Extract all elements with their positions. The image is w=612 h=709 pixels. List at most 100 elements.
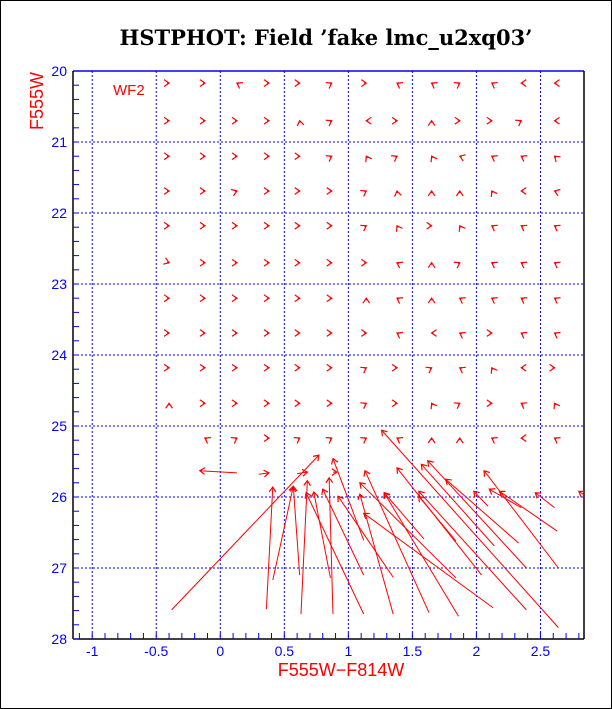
y-tick-label: 24 — [51, 347, 67, 363]
arrow-head — [326, 187, 333, 195]
arrow-head — [199, 363, 206, 372]
arrow-head — [294, 399, 301, 408]
arrow-head — [325, 119, 333, 127]
arrow-head — [199, 329, 206, 337]
arrow-head — [427, 297, 436, 304]
arrow-head — [263, 258, 271, 267]
arrow-head — [294, 221, 301, 230]
arrow-head — [553, 79, 560, 87]
arrow-head — [163, 257, 171, 265]
displacement-arrow — [499, 490, 558, 532]
arrow-head — [490, 261, 498, 269]
arrow-head — [263, 399, 271, 408]
arrow-head — [163, 363, 171, 372]
x-axis-label: F555W−F814W — [278, 660, 405, 680]
arrow-head — [293, 437, 301, 444]
displacement-arrow — [265, 487, 274, 610]
arrow-head — [289, 485, 298, 492]
arrow-head — [520, 155, 528, 162]
arrow-head — [458, 297, 466, 304]
displacement-arrow — [337, 496, 394, 578]
arrow-head — [326, 399, 333, 408]
arrow-head — [444, 478, 452, 486]
arrow-head — [425, 366, 433, 374]
arrow-head — [325, 155, 333, 162]
arrow-head — [360, 79, 368, 87]
arrow-head — [426, 221, 433, 230]
arrow-head — [427, 261, 436, 268]
arrow-head — [396, 82, 404, 89]
arrow-head — [231, 258, 238, 267]
displacement-arrow — [199, 470, 237, 474]
arrow-head — [294, 258, 301, 267]
arrow-head — [263, 187, 271, 195]
arrow-head — [520, 363, 527, 372]
arrow-head — [553, 402, 561, 410]
arrow-head — [163, 116, 171, 125]
y-axis-label: F555W — [27, 72, 47, 130]
arrow-head — [360, 402, 368, 409]
displacement-arrow — [445, 478, 520, 544]
arrow-head — [294, 363, 301, 372]
arrow-head — [486, 399, 493, 408]
arrow-head — [520, 187, 527, 195]
y-tick-label: 26 — [51, 489, 67, 505]
arrow-head — [498, 490, 506, 498]
arrow-head — [294, 294, 301, 303]
arrow-head — [198, 467, 206, 475]
arrow-head — [163, 221, 171, 230]
arrow-head — [163, 329, 171, 337]
arrow-head — [294, 152, 301, 161]
chip-label: WF2 — [113, 82, 145, 99]
arrow-head — [263, 152, 271, 161]
arrow-head — [330, 457, 339, 465]
arrow-head — [486, 329, 493, 337]
displacement-arrow — [383, 492, 425, 540]
arrow-head — [360, 366, 368, 374]
arrow-head — [490, 437, 498, 444]
displacement-arrow — [418, 490, 527, 611]
arrow-head — [553, 261, 561, 269]
arrow-head — [454, 116, 461, 125]
displacement-arrow — [418, 495, 457, 542]
arrow-head — [326, 294, 333, 303]
arrow-head — [263, 294, 271, 303]
arrow-head — [553, 331, 561, 339]
displacement-arrow — [473, 490, 489, 507]
arrow-head — [427, 460, 434, 467]
arrow-head — [396, 261, 404, 269]
displacement-arrow — [305, 492, 365, 615]
arrow-head — [490, 155, 498, 162]
arrow-head — [458, 331, 466, 339]
arrow-head — [486, 116, 493, 125]
arrow-head — [268, 485, 277, 493]
arrow-head — [359, 482, 366, 489]
arrow-head — [199, 152, 206, 161]
displacement-arrow — [272, 486, 294, 581]
arrow-head — [230, 437, 238, 444]
y-tick-label: 25 — [51, 418, 67, 434]
x-tick-label: 1 — [344, 643, 352, 659]
arrow-head — [365, 116, 372, 125]
arrow-head — [453, 402, 461, 409]
arrow-head — [520, 261, 528, 269]
arrow-head — [263, 329, 271, 337]
arrow-head — [418, 490, 425, 498]
displacement-arrow — [359, 482, 457, 579]
displacement-arrow — [292, 486, 301, 576]
displacement-arrow — [383, 492, 459, 617]
arrow-head — [263, 434, 271, 442]
arrow-head — [199, 116, 206, 125]
displacement-arrow — [364, 470, 430, 613]
arrow-head — [231, 152, 238, 161]
arrow-head — [363, 469, 371, 477]
arrow-head — [430, 402, 438, 410]
displacement-arrow — [488, 488, 522, 509]
arrow-head — [380, 429, 388, 437]
arrow-head — [553, 437, 561, 444]
arrow-head — [490, 297, 498, 304]
arrow-head — [534, 492, 542, 499]
arrow-head — [203, 437, 211, 444]
displacement-arrow — [427, 460, 527, 569]
